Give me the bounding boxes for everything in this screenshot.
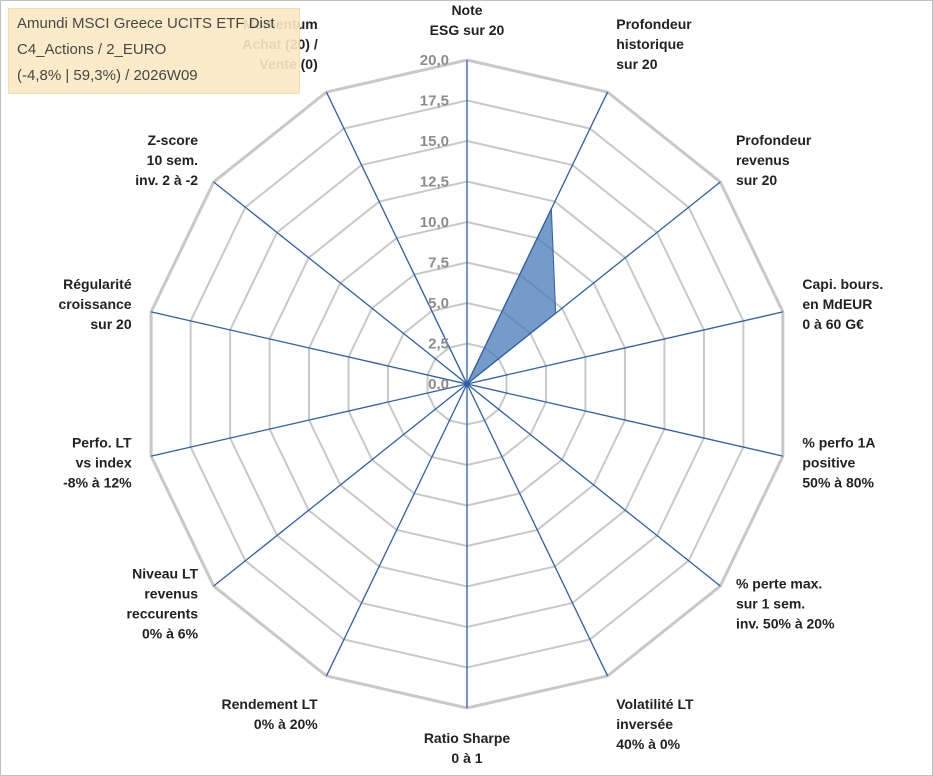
axis-spoke bbox=[466, 383, 784, 457]
axis-spoke bbox=[466, 181, 721, 385]
tick-label: 5,0 bbox=[428, 295, 449, 312]
axis-spoke bbox=[325, 91, 468, 385]
category-label: sur 1 sem. bbox=[736, 595, 805, 611]
tick-label: 17,5 bbox=[420, 93, 449, 110]
category-label: sur 20 bbox=[736, 172, 777, 188]
category-label: inv. 50% à 20% bbox=[736, 615, 835, 631]
axis-spoke bbox=[213, 383, 468, 587]
axis-spoke bbox=[150, 311, 468, 385]
category-label: 40% à 0% bbox=[616, 736, 680, 752]
category-label: revenus bbox=[736, 152, 790, 168]
tick-label: 7,5 bbox=[428, 255, 449, 272]
category-label: Profondeur bbox=[616, 16, 692, 32]
tick-label: 2,5 bbox=[428, 336, 449, 353]
axis-spoke bbox=[466, 383, 721, 587]
category-label: inversée bbox=[616, 716, 673, 732]
category-label: ESG sur 20 bbox=[430, 22, 505, 38]
axis-spoke bbox=[213, 181, 468, 385]
category-label: % perfo 1A bbox=[802, 434, 875, 450]
category-label: -8% à 12% bbox=[63, 474, 132, 490]
title-line-3: (-4,8% | 59,3%) / 2026W09 bbox=[17, 67, 198, 84]
category-label: Rendement LT bbox=[222, 696, 319, 712]
axis-spoke bbox=[466, 383, 609, 677]
category-label: inv. 2 à -2 bbox=[135, 172, 198, 188]
category-label: 50% à 80% bbox=[802, 474, 874, 490]
category-label: 0% à 6% bbox=[142, 625, 199, 641]
category-label: Volatilité LT bbox=[616, 696, 694, 712]
axis-spoke bbox=[466, 91, 609, 385]
category-label: en MdEUR bbox=[802, 296, 872, 312]
category-label: 10 sem. bbox=[147, 152, 198, 168]
title-line-2: C4_Actions / 2_EURO bbox=[17, 41, 167, 58]
title-line-1: Amundi MSCI Greece UCITS ETF Dist bbox=[17, 15, 275, 32]
category-label: Ratio Sharpe bbox=[424, 730, 511, 746]
category-label: croissance bbox=[58, 296, 131, 312]
category-label: Z-score bbox=[147, 132, 198, 148]
spoke-layer bbox=[150, 60, 784, 708]
axis-spoke bbox=[325, 383, 468, 677]
category-label: Profondeur bbox=[736, 132, 812, 148]
tick-label: 12,5 bbox=[420, 174, 449, 191]
category-label: revenus bbox=[144, 585, 198, 601]
category-label: Perfo. LT bbox=[72, 434, 132, 450]
category-label: Note bbox=[451, 2, 482, 18]
category-label: vs index bbox=[76, 454, 132, 470]
tick-label: 10,0 bbox=[420, 214, 449, 231]
axis-spoke bbox=[150, 383, 468, 457]
category-label: 0 à 1 bbox=[451, 750, 482, 766]
category-label: Capi. bours. bbox=[802, 276, 883, 292]
title-box: Amundi MSCI Greece UCITS ETF Dist C4_Act… bbox=[8, 8, 300, 94]
category-labels: Note ESG sur 20 Profondeur historique sur 20… bbox=[58, 2, 883, 766]
category-label: 0 à 60 G€ bbox=[802, 316, 864, 332]
category-label: Niveau LT bbox=[132, 565, 198, 581]
category-label: historique bbox=[616, 36, 684, 52]
tick-labels: 0,0 2,5 5,0 7,5 10,0 12,5 15,0 17,5 20,0 bbox=[420, 52, 449, 393]
tick-label: 0,0 bbox=[428, 376, 449, 393]
category-label: reccurents bbox=[126, 605, 198, 621]
category-label: 0% à 20% bbox=[254, 716, 318, 732]
tick-label: 20,0 bbox=[420, 52, 449, 69]
axis-spoke bbox=[466, 311, 784, 385]
category-label: positive bbox=[802, 454, 855, 470]
category-label: sur 20 bbox=[616, 56, 657, 72]
category-label: sur 20 bbox=[90, 316, 131, 332]
category-label: % perte max. bbox=[736, 575, 822, 591]
category-label: Régularité bbox=[63, 276, 132, 292]
tick-label: 15,0 bbox=[420, 133, 449, 150]
